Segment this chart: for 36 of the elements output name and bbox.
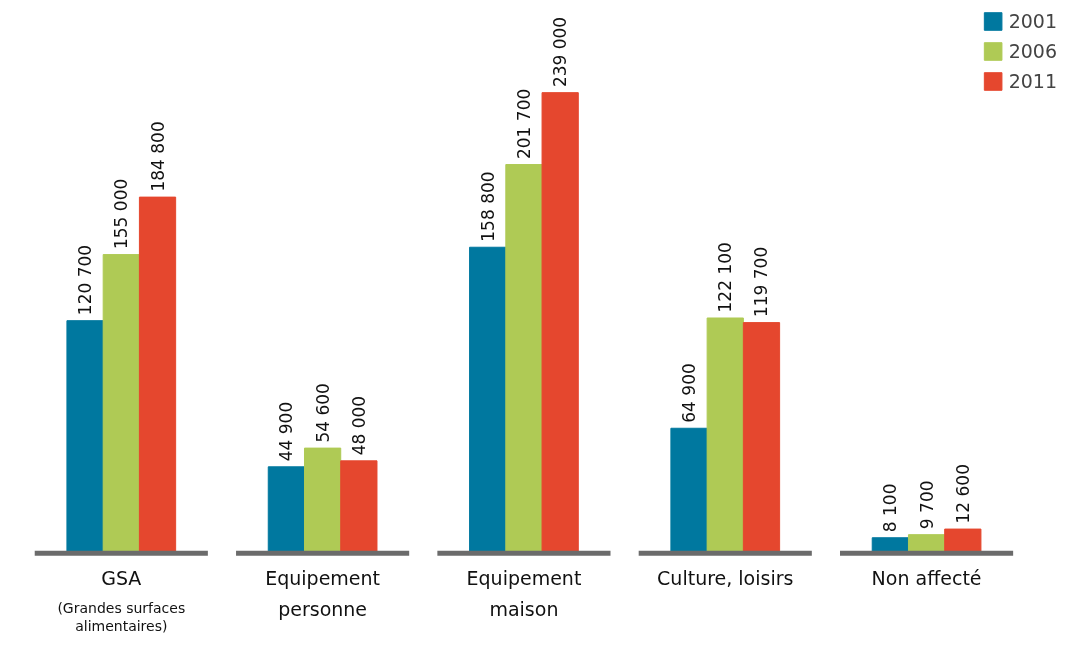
data-label: 184 800 [147,121,168,192]
bar [505,164,543,554]
data-label: 9 700 [916,480,937,530]
data-label: 239 000 [550,16,571,88]
bar [944,528,982,554]
data-label: 44 900 [276,401,297,462]
legend-label: 2011 [1008,70,1057,92]
bar [742,322,781,554]
bar [138,196,177,554]
bar [469,246,507,554]
data-label: 48 000 [348,395,369,456]
data-label: 119 700 [751,246,772,318]
bar [66,320,104,554]
bar [541,92,579,554]
bar [102,254,140,554]
bar [670,427,708,554]
data-label: 8 100 [880,483,901,533]
bar [706,317,744,554]
x-tick-label: Equipement maison [466,567,582,620]
legend-label: 2006 [1008,40,1057,62]
x-tick-label: Culture, loisirs [657,567,794,590]
data-label: 122 100 [715,242,736,313]
x-tick-label: Equipement personne [265,567,381,620]
data-label: 201 700 [513,88,534,160]
data-label: 12 600 [952,464,973,524]
data-label: 155 000 [111,178,132,250]
bar [303,447,342,554]
bar [267,466,305,554]
bar [340,460,378,554]
data-label: 64 900 [679,363,700,423]
data-label: 54 600 [312,383,333,443]
x-tick-label: Non affecté [871,567,982,590]
legend-label: 2001 [1008,10,1057,32]
x-tick-label: GSA (Grandes surfaces alimentaires) [57,567,186,634]
data-label: 120 700 [75,244,96,316]
data-label: 158 800 [477,171,498,242]
